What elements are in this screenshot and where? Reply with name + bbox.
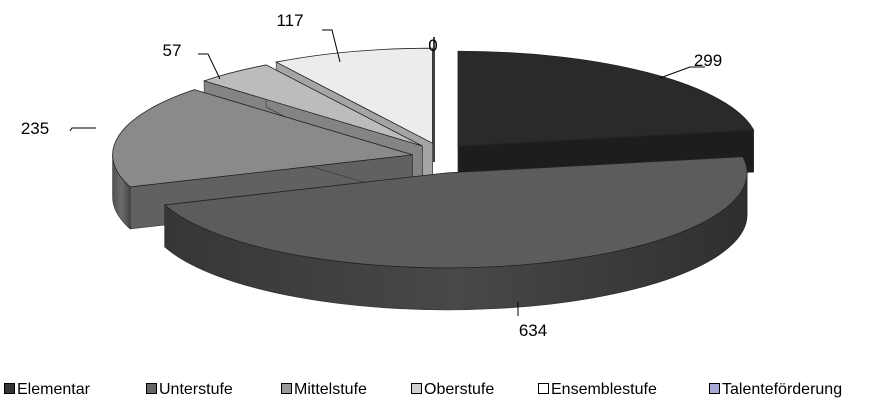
legend-swatch <box>4 383 15 394</box>
data-label-oberstufe: 57 <box>163 41 182 60</box>
legend-item-elementar: Elementar <box>4 381 90 399</box>
data-label-ensemblestufe: 117 <box>276 11 303 30</box>
leader-lines <box>69 29 705 316</box>
legend-label: Oberstufe <box>424 381 495 398</box>
slice-wall-shading <box>164 172 748 310</box>
legend-label: Ensemblestufe <box>551 381 657 398</box>
legend-item-oberstufe: Oberstufe <box>411 381 494 399</box>
legend-label: Mittelstufe <box>294 381 367 398</box>
slice-top <box>163 156 748 269</box>
pie-plot-area: 299 634 235 57 117 0 <box>21 11 755 340</box>
slice-top <box>274 47 433 144</box>
slice-wall-shading <box>112 154 131 229</box>
legend-label: Talenteförderung <box>722 381 843 398</box>
slice-top <box>112 89 413 188</box>
pie-slices <box>112 37 755 311</box>
slice-unterstufe <box>163 156 748 311</box>
data-labels: 299 634 235 57 117 0 <box>21 11 722 340</box>
data-label-unterstufe: 634 <box>519 321 547 340</box>
leader-line <box>69 127 96 132</box>
legend-swatch <box>709 383 720 394</box>
leader-line <box>659 66 705 79</box>
legend-item-mittelstufe: Mittelstufe <box>281 381 367 399</box>
legend-swatch <box>538 383 549 394</box>
legend-item-unterstufe: Unterstufe <box>146 381 233 399</box>
slice-top <box>202 64 423 147</box>
legend-item-talenteförderung: Talenteförderung <box>709 381 842 399</box>
data-label-elementar: 299 <box>694 51 722 70</box>
data-label-mittelstufe: 235 <box>21 119 49 138</box>
legend-label: Unterstufe <box>159 381 233 398</box>
legend-label: Elementar <box>17 381 90 398</box>
leader-line <box>198 53 221 80</box>
legend: Elementar Unterstufe Mittelstufe Oberstufe E… <box>0 381 870 403</box>
leader-line <box>322 29 341 63</box>
legend-swatch <box>146 383 157 394</box>
legend-item-ensemblestufe: Ensemblestufe <box>538 381 657 399</box>
slice-top <box>457 50 755 147</box>
data-label-talenteförderung: 0 <box>428 36 437 55</box>
legend-swatch <box>411 383 422 394</box>
legend-swatch <box>281 383 292 394</box>
